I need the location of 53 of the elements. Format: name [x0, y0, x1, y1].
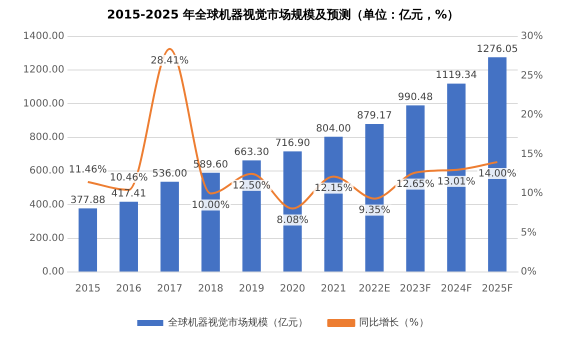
data-label: 990.48 — [398, 92, 433, 103]
x-tick-label: 2020 — [280, 284, 306, 295]
y-tick-label: 200.00 — [29, 232, 64, 244]
data-label: 417.41 — [111, 188, 146, 200]
x-tick-label: 2024F — [440, 284, 472, 295]
data-label: 536.00 — [152, 168, 188, 180]
chart-title: 2015-2025 年全球机器视觉市场规模及预测（单位：亿元，%） — [107, 7, 459, 22]
data-label: 1276.05 — [476, 44, 518, 55]
x-tick-label: 2016 — [116, 284, 142, 295]
x-tick-label: 2022E — [358, 284, 390, 295]
x-tick-label: 2015 — [75, 284, 101, 295]
bar — [160, 182, 179, 272]
data-label: 13.01% — [437, 176, 476, 188]
data-label: 377.88 — [70, 195, 106, 206]
bar — [120, 202, 138, 272]
data-label: 14.00% — [478, 168, 516, 180]
legend-label: 全球机器视觉市场规模（亿元） — [168, 316, 308, 329]
y2-tick-label: 0% — [520, 266, 537, 278]
y-tick-label: 800.00 — [29, 132, 64, 143]
y-tick-label: 400.00 — [29, 199, 64, 210]
x-tick-label: 2017 — [156, 284, 182, 295]
data-label: 10.00% — [192, 200, 230, 212]
y-tick-label: 1200.00 — [22, 64, 64, 76]
y-tick-label: 0.00 — [42, 266, 64, 278]
x-tick-label: 2023F — [400, 284, 432, 295]
data-label: 12.50% — [232, 180, 271, 192]
data-label: 12.15% — [314, 183, 353, 194]
data-label: 663.30 — [234, 146, 270, 158]
y2-tick-label: 10% — [520, 188, 544, 200]
y-tick-label: 600.00 — [29, 166, 64, 177]
y2-tick-label: 25% — [520, 70, 544, 82]
y2-tick-label: 30% — [520, 30, 544, 42]
data-label: 12.65% — [396, 179, 434, 190]
data-label: 804.00 — [316, 123, 352, 134]
y-tick-label: 1400.00 — [22, 30, 64, 42]
y-tick-label: 1000.00 — [22, 98, 64, 110]
data-label: 8.08% — [276, 215, 308, 226]
data-label: 1119.34 — [436, 70, 478, 82]
data-label: 9.35% — [358, 205, 390, 216]
data-label: 879.17 — [356, 110, 392, 122]
y2-tick-label: 15% — [520, 148, 544, 160]
x-tick-label: 2025F — [482, 284, 514, 295]
data-label: 716.90 — [275, 138, 310, 149]
y2-tick-label: 5% — [520, 227, 537, 238]
x-tick-label: 2021 — [320, 284, 346, 295]
data-label: 10.46% — [110, 172, 148, 184]
x-tick-label: 2019 — [238, 284, 264, 295]
legend-label: 同比增长（%） — [359, 316, 429, 329]
data-label: 11.46% — [68, 164, 107, 176]
data-label: 28.41% — [150, 55, 189, 66]
x-tick-label: 2018 — [198, 284, 224, 295]
y2-tick-label: 20% — [520, 110, 544, 121]
bar — [78, 208, 98, 272]
